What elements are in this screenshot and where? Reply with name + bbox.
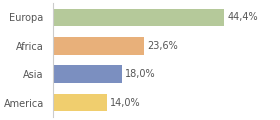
Bar: [53, 94, 107, 111]
Text: 18,0%: 18,0%: [125, 69, 156, 79]
Bar: [53, 37, 144, 55]
Text: 14,0%: 14,0%: [110, 98, 141, 108]
Bar: [53, 65, 122, 83]
Text: 23,6%: 23,6%: [147, 41, 178, 51]
Text: 44,4%: 44,4%: [227, 12, 258, 22]
Bar: [53, 9, 224, 26]
